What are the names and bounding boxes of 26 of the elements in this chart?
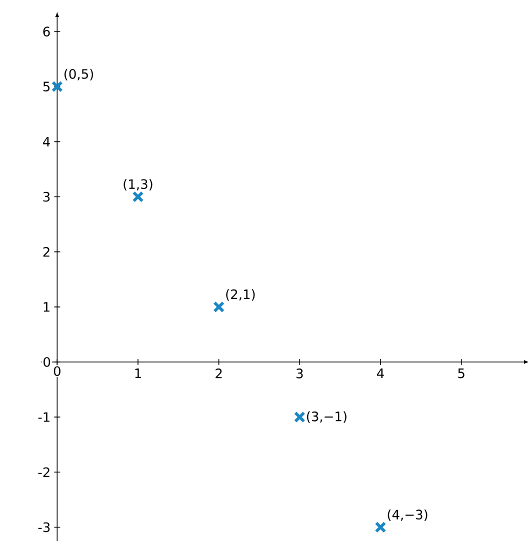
y-tick-label: 6	[43, 26, 50, 36]
point	[213, 301, 225, 313]
x-tick-label: 5	[458, 368, 464, 378]
point	[132, 191, 144, 202]
y-tick-label: -3	[38, 522, 50, 532]
y-tick-label: 2	[43, 247, 50, 257]
annotation: (3,−1)	[306, 411, 346, 423]
y-tick-label: 1	[44, 302, 50, 312]
y-tick-label: 3	[43, 192, 50, 202]
annotation: (4,−3)	[388, 509, 428, 522]
x-tick-label: 2	[216, 368, 222, 378]
y-tick-label: 5	[43, 82, 50, 92]
y-tick-label: 4	[42, 136, 50, 146]
x-tick-label: 1	[135, 368, 141, 378]
annotation: (0,5)	[64, 68, 94, 80]
y-tick-label: 0	[44, 357, 50, 367]
x-tick-label: 0	[54, 366, 60, 376]
point	[294, 411, 306, 423]
x-tick-label: 3	[296, 368, 303, 378]
annotation: (2,1)	[226, 289, 255, 301]
y-tick-label: -2	[38, 467, 50, 477]
point	[374, 521, 386, 533]
x-tick-label: 4	[376, 368, 384, 378]
annotation: (1,3)	[124, 178, 152, 191]
y-tick-label: -1	[38, 412, 50, 422]
point	[51, 80, 63, 92]
